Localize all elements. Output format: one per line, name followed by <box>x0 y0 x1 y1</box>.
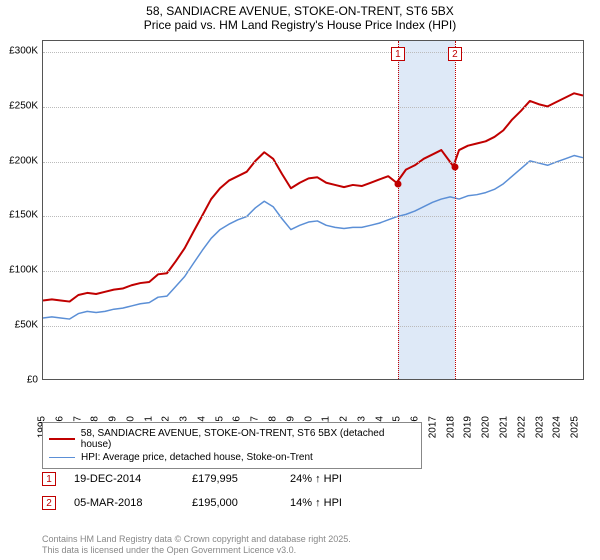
sale-marker-2: 2 <box>42 496 56 510</box>
legend-swatch-property <box>49 438 75 440</box>
x-tick-label: 2020 <box>481 416 492 438</box>
series-property <box>43 93 583 301</box>
gridline-h <box>43 52 583 53</box>
y-tick-label: £150K <box>9 210 38 221</box>
legend-row-hpi: HPI: Average price, detached house, Stok… <box>49 451 415 464</box>
gridline-h <box>43 216 583 217</box>
plot-area: 12 <box>42 40 584 380</box>
legend-swatch-hpi <box>49 457 75 459</box>
marker-line <box>455 41 456 379</box>
legend-label-hpi: HPI: Average price, detached house, Stok… <box>81 452 313 463</box>
sale-price-1: £179,995 <box>192 473 272 485</box>
legend: 58, SANDIACRE AVENUE, STOKE-ON-TRENT, ST… <box>42 422 422 469</box>
x-tick-label: 2025 <box>570 416 581 438</box>
sale-marker-1: 1 <box>42 472 56 486</box>
gridline-h <box>43 107 583 108</box>
y-tick-label: £300K <box>9 45 38 56</box>
y-axis: £0£50K£100K£150K£200K£250K£300K <box>0 40 40 380</box>
y-tick-label: £0 <box>27 375 38 386</box>
sale-date-1: 19-DEC-2014 <box>74 473 174 485</box>
series-hpi <box>43 156 583 320</box>
title-line-1: 58, SANDIACRE AVENUE, STOKE-ON-TRENT, ST… <box>0 4 600 18</box>
legend-row-property: 58, SANDIACRE AVENUE, STOKE-ON-TRENT, ST… <box>49 427 415 451</box>
line-layer <box>43 41 583 379</box>
y-tick-label: £200K <box>9 155 38 166</box>
sale-hpi-1: 24% ↑ HPI <box>290 473 380 485</box>
title-block: 58, SANDIACRE AVENUE, STOKE-ON-TRENT, ST… <box>0 0 600 32</box>
footer-line-2: This data is licensed under the Open Gov… <box>42 545 351 556</box>
y-tick-label: £100K <box>9 265 38 276</box>
marker-box: 1 <box>391 47 405 61</box>
sale-row-2: 2 05-MAR-2018 £195,000 14% ↑ HPI <box>42 496 582 510</box>
marker-line <box>398 41 399 379</box>
sale-point <box>394 180 401 187</box>
y-tick-label: £50K <box>15 320 38 331</box>
x-tick-label: 2018 <box>445 416 456 438</box>
sale-point <box>451 164 458 171</box>
x-tick-label: 2021 <box>499 416 510 438</box>
title-line-2: Price paid vs. HM Land Registry's House … <box>0 18 600 32</box>
x-tick-label: 2019 <box>463 416 474 438</box>
sale-hpi-2: 14% ↑ HPI <box>290 497 380 509</box>
x-axis: 1995199619971998199920002001200220032004… <box>42 382 584 422</box>
chart-container: 58, SANDIACRE AVENUE, STOKE-ON-TRENT, ST… <box>0 0 600 560</box>
gridline-h <box>43 271 583 272</box>
marker-box: 2 <box>448 47 462 61</box>
footer-line-1: Contains HM Land Registry data © Crown c… <box>42 534 351 545</box>
y-tick-label: £250K <box>9 100 38 111</box>
gridline-h <box>43 162 583 163</box>
gridline-h <box>43 326 583 327</box>
x-tick-label: 2023 <box>534 416 545 438</box>
footer: Contains HM Land Registry data © Crown c… <box>42 534 351 557</box>
x-tick-label: 2024 <box>552 416 563 438</box>
legend-label-property: 58, SANDIACRE AVENUE, STOKE-ON-TRENT, ST… <box>81 428 415 450</box>
sale-price-2: £195,000 <box>192 497 272 509</box>
sale-date-2: 05-MAR-2018 <box>74 497 174 509</box>
x-tick-label: 2017 <box>427 416 438 438</box>
x-tick-label: 2022 <box>516 416 527 438</box>
sale-row-1: 1 19-DEC-2014 £179,995 24% ↑ HPI <box>42 472 582 486</box>
